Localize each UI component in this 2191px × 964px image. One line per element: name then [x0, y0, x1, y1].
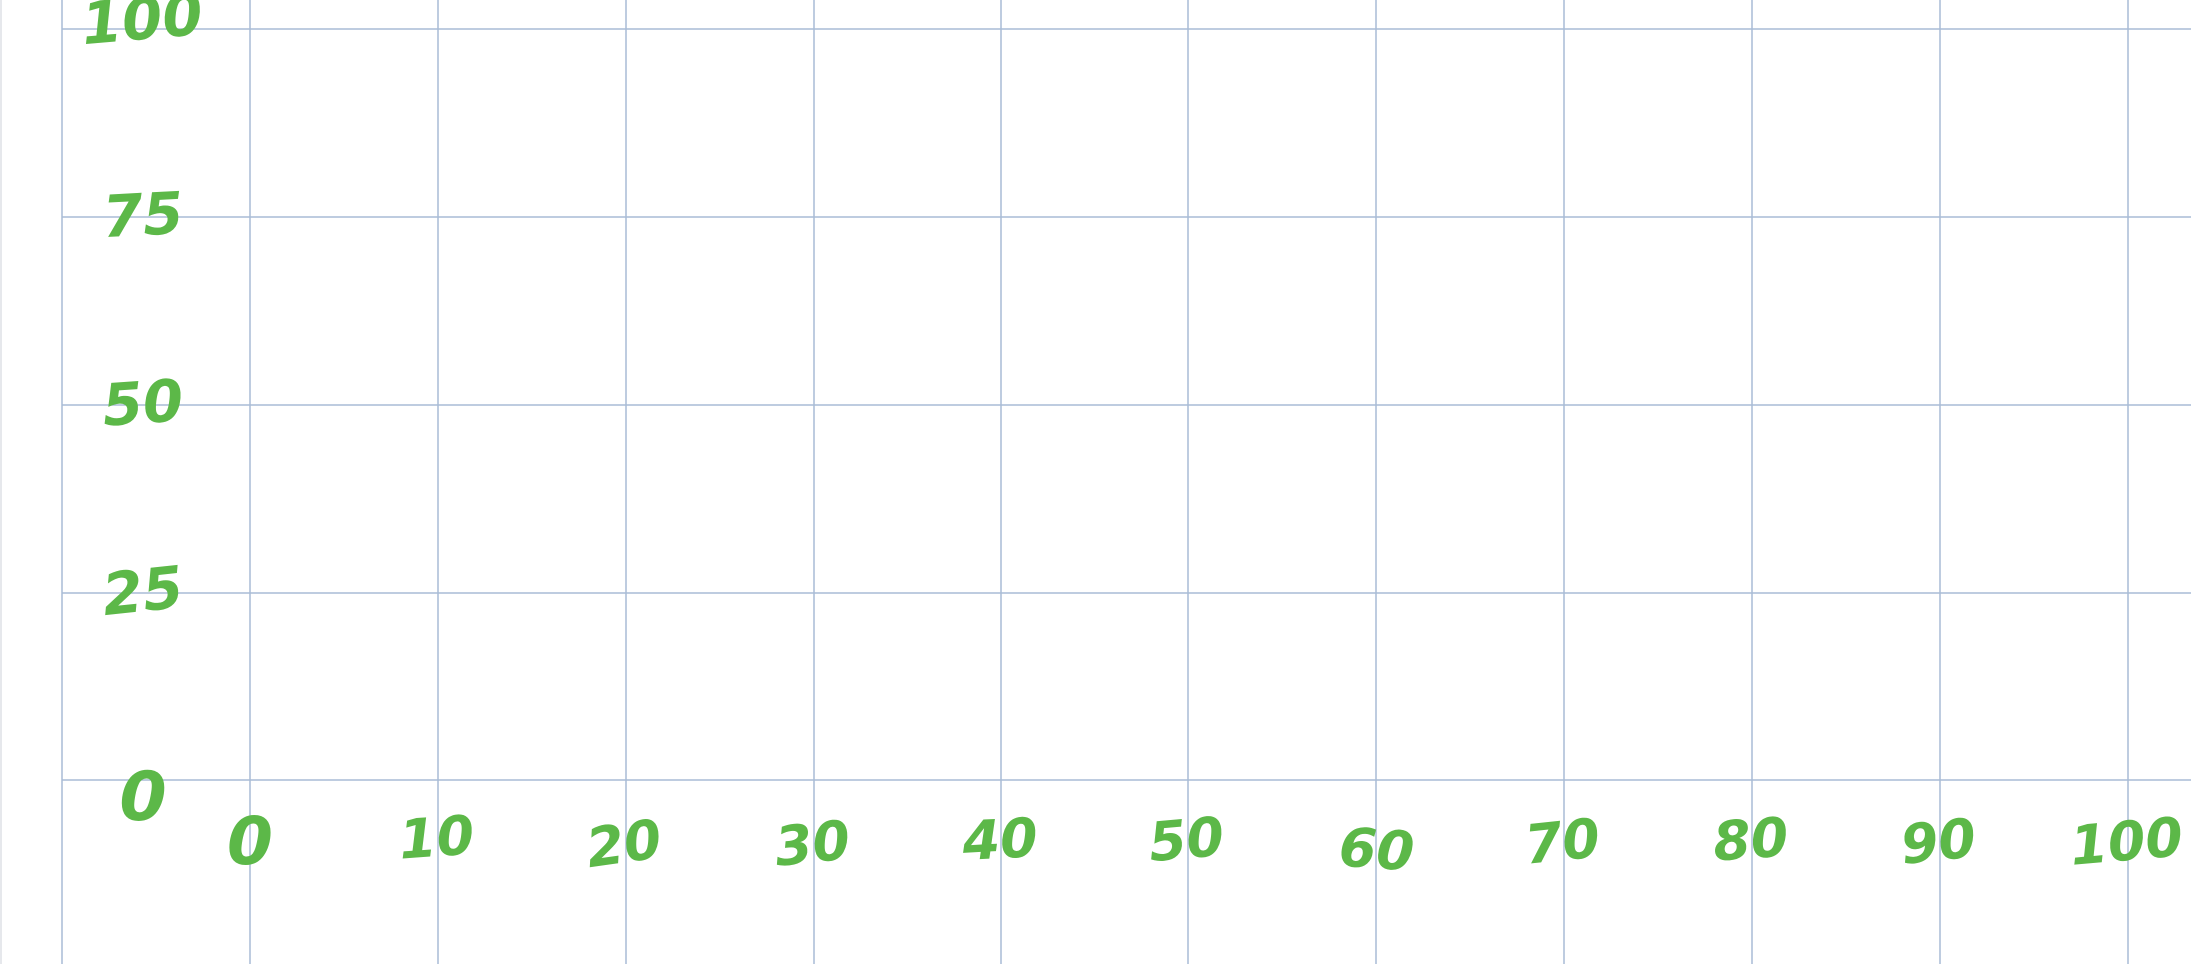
y-axis-labels: 0 25 50 75 100 [79, 0, 206, 837]
x-axis-label: 0 [227, 803, 273, 880]
x-axis-label: 90 [1898, 806, 1979, 877]
x-axis-labels: 0 10 20 30 40 50 60 70 80 90 100 [227, 803, 2185, 884]
x-axis-label: 80 [1711, 806, 1790, 874]
x-axis-label: 60 [1337, 815, 1416, 883]
y-axis-label: 25 [99, 553, 186, 629]
x-axis-label: 10 [397, 804, 476, 872]
canvas-left-edge [0, 0, 2, 964]
y-axis-label: 75 [101, 179, 185, 251]
x-axis-label: 100 [2068, 805, 2186, 878]
x-axis-label: 50 [1146, 805, 1226, 874]
y-axis-label: 0 [119, 758, 166, 837]
grid-lines [61, 0, 2191, 964]
x-axis-label: 20 [582, 807, 665, 880]
x-axis-label: 30 [772, 808, 853, 879]
y-axis-label: 100 [79, 0, 206, 58]
x-axis-label: 70 [1522, 806, 1603, 877]
x-axis-label: 40 [960, 806, 1039, 873]
y-axis-label: 50 [100, 366, 185, 439]
